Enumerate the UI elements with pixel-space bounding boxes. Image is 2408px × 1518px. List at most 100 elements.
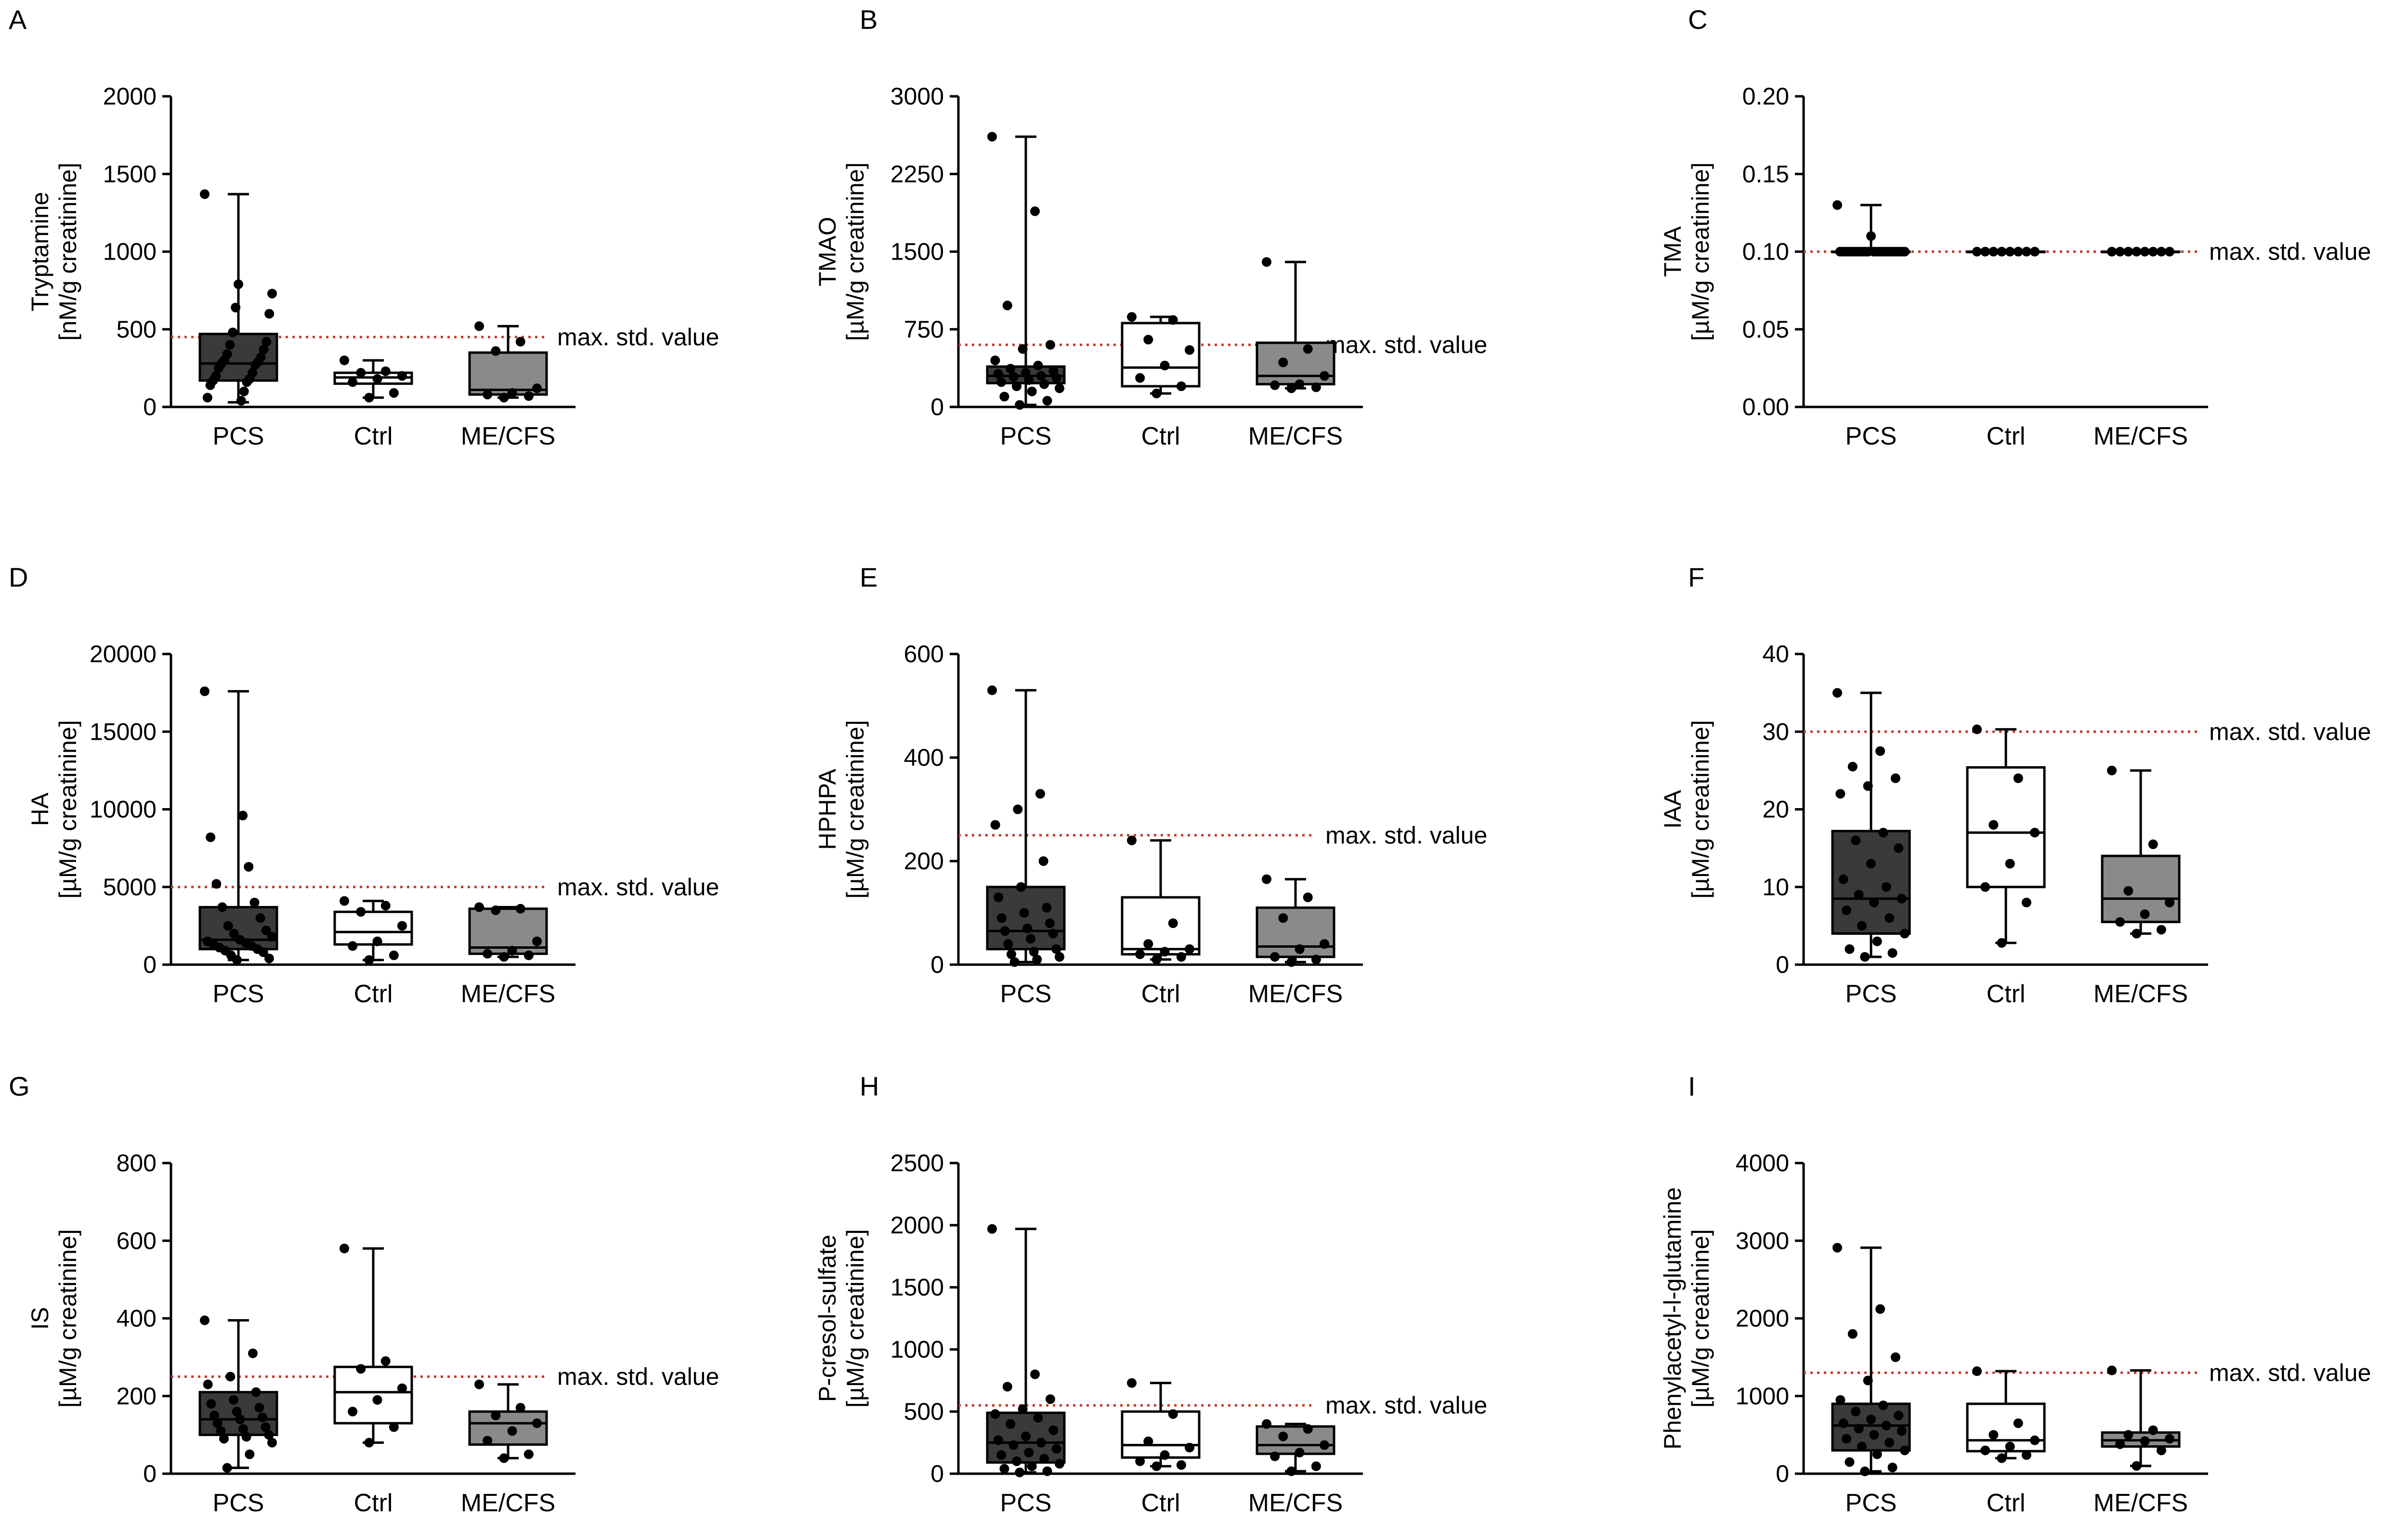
category-label: Ctrl <box>1987 1489 2026 1517</box>
data-point <box>1006 1419 1016 1429</box>
data-point <box>1997 938 2007 948</box>
data-point <box>2156 1445 2166 1455</box>
data-point <box>1890 773 1900 783</box>
data-point <box>229 929 239 939</box>
y-axis-title-line-1: HA <box>26 792 53 826</box>
data-point <box>2165 1434 2174 1444</box>
y-axis-title: IS [µM/g creatinine] <box>26 1229 81 1408</box>
panel-h: H 0 500 1000 1500 2000 2500 P-cresol-sulfate [µM… <box>814 1071 1487 1517</box>
category-label: ME/CFS <box>461 1489 555 1517</box>
data-point <box>1872 1449 1882 1459</box>
group-me-cfs: ME/CFS <box>2094 247 2188 450</box>
data-point <box>1185 345 1194 355</box>
data-point <box>1039 1454 1049 1464</box>
data-point <box>1989 1430 1999 1440</box>
panel-e: E 0 200 400 600 HPHPA [µM/g creatinine] max. st… <box>814 562 1487 1008</box>
data-point <box>1262 1419 1271 1429</box>
data-point <box>1048 366 1059 376</box>
reference-line-label: max. std. value <box>557 324 719 351</box>
reference-line-label: max. std. value <box>2209 1359 2371 1386</box>
data-point <box>380 901 391 911</box>
data-point <box>997 913 1007 923</box>
data-point <box>1055 952 1064 962</box>
data-point <box>1278 1431 1288 1441</box>
data-point <box>340 1243 349 1254</box>
data-point <box>348 941 358 951</box>
y-tick-label: 800 <box>117 1150 157 1177</box>
category-label: ME/CFS <box>2094 1489 2188 1517</box>
y-tick-label: 750 <box>904 316 944 343</box>
data-point <box>1851 1407 1861 1416</box>
data-point <box>2030 1435 2040 1445</box>
y-tick-label: 2500 <box>890 1150 944 1177</box>
category-label: PCS <box>1000 1489 1052 1517</box>
y-tick-label: 0.10 <box>1742 238 1789 265</box>
data-point <box>1845 944 1855 954</box>
data-point <box>267 288 277 299</box>
data-point <box>1989 820 1999 830</box>
data-point <box>1051 944 1061 954</box>
data-point <box>483 390 493 400</box>
data-point <box>1270 380 1280 390</box>
box <box>468 907 548 955</box>
data-point <box>380 1356 391 1366</box>
data-point <box>507 388 517 398</box>
y-tick-label: 2000 <box>890 1212 944 1239</box>
group-pcs: PCS <box>198 686 278 1008</box>
data-point <box>2021 1450 2031 1460</box>
y-tick-label: 0.05 <box>1742 316 1789 343</box>
data-point <box>1890 1352 1900 1362</box>
category-label: ME/CFS <box>461 422 555 450</box>
data-point <box>1143 1436 1153 1446</box>
data-point <box>348 1407 358 1416</box>
data-point <box>389 950 399 960</box>
panel-a: A 0 500 1000 1500 2000 Tryptamine [nM/g creatin… <box>9 4 719 450</box>
data-point <box>200 686 209 696</box>
data-point <box>523 391 534 401</box>
group-me-cfs: ME/CFS <box>2094 1365 2188 1517</box>
category-label: Ctrl <box>354 980 393 1008</box>
data-point <box>1303 344 1313 354</box>
data-point <box>372 936 382 946</box>
data-point <box>205 380 215 390</box>
category-label: Ctrl <box>1987 422 2026 450</box>
data-point <box>1897 893 1907 903</box>
data-point <box>1055 383 1064 393</box>
data-point <box>216 1426 226 1436</box>
y-axis-title-line-1: TMA <box>1659 226 1686 277</box>
data-point <box>258 947 268 957</box>
data-point <box>2132 1461 2142 1471</box>
category-label: ME/CFS <box>461 980 555 1008</box>
group-ctrl: Ctrl <box>1121 1378 1201 1517</box>
panel-g: G 0 200 400 600 800 IS [µM/g creatinine] max. st… <box>9 1071 719 1517</box>
y-tick-label: 200 <box>904 848 944 875</box>
y-axis-title: HA [µM/g creatinine] <box>26 720 81 899</box>
box <box>468 1410 548 1446</box>
data-point <box>1002 1382 1012 1392</box>
data-point <box>2005 1441 2015 1452</box>
data-point <box>1009 957 1020 967</box>
data-point <box>990 1409 1000 1419</box>
y-tick-label: 0 <box>143 951 157 978</box>
data-point <box>1997 247 2007 257</box>
y-tick-label: 1500 <box>890 1274 944 1301</box>
data-point <box>1972 247 1982 257</box>
data-point <box>1875 1304 1885 1314</box>
y-tick-label: 0 <box>930 393 944 420</box>
data-point <box>1270 1451 1280 1461</box>
data-point <box>1024 375 1034 385</box>
data-point <box>1286 383 1296 393</box>
data-point <box>372 374 382 384</box>
y-axis-title-line-2: [µM/g creatinine] <box>842 1229 869 1408</box>
panel-letter: B <box>860 4 877 35</box>
data-point <box>1011 381 1021 391</box>
group-ctrl: Ctrl <box>333 1243 413 1517</box>
y-tick-label: 3000 <box>890 83 944 110</box>
data-point <box>1160 1450 1170 1460</box>
data-point <box>1168 918 1178 928</box>
data-point <box>1015 400 1025 410</box>
data-point <box>1885 1438 1895 1448</box>
category-label: Ctrl <box>1987 980 2026 1008</box>
data-point <box>1838 1418 1848 1428</box>
data-point <box>1863 1375 1873 1386</box>
